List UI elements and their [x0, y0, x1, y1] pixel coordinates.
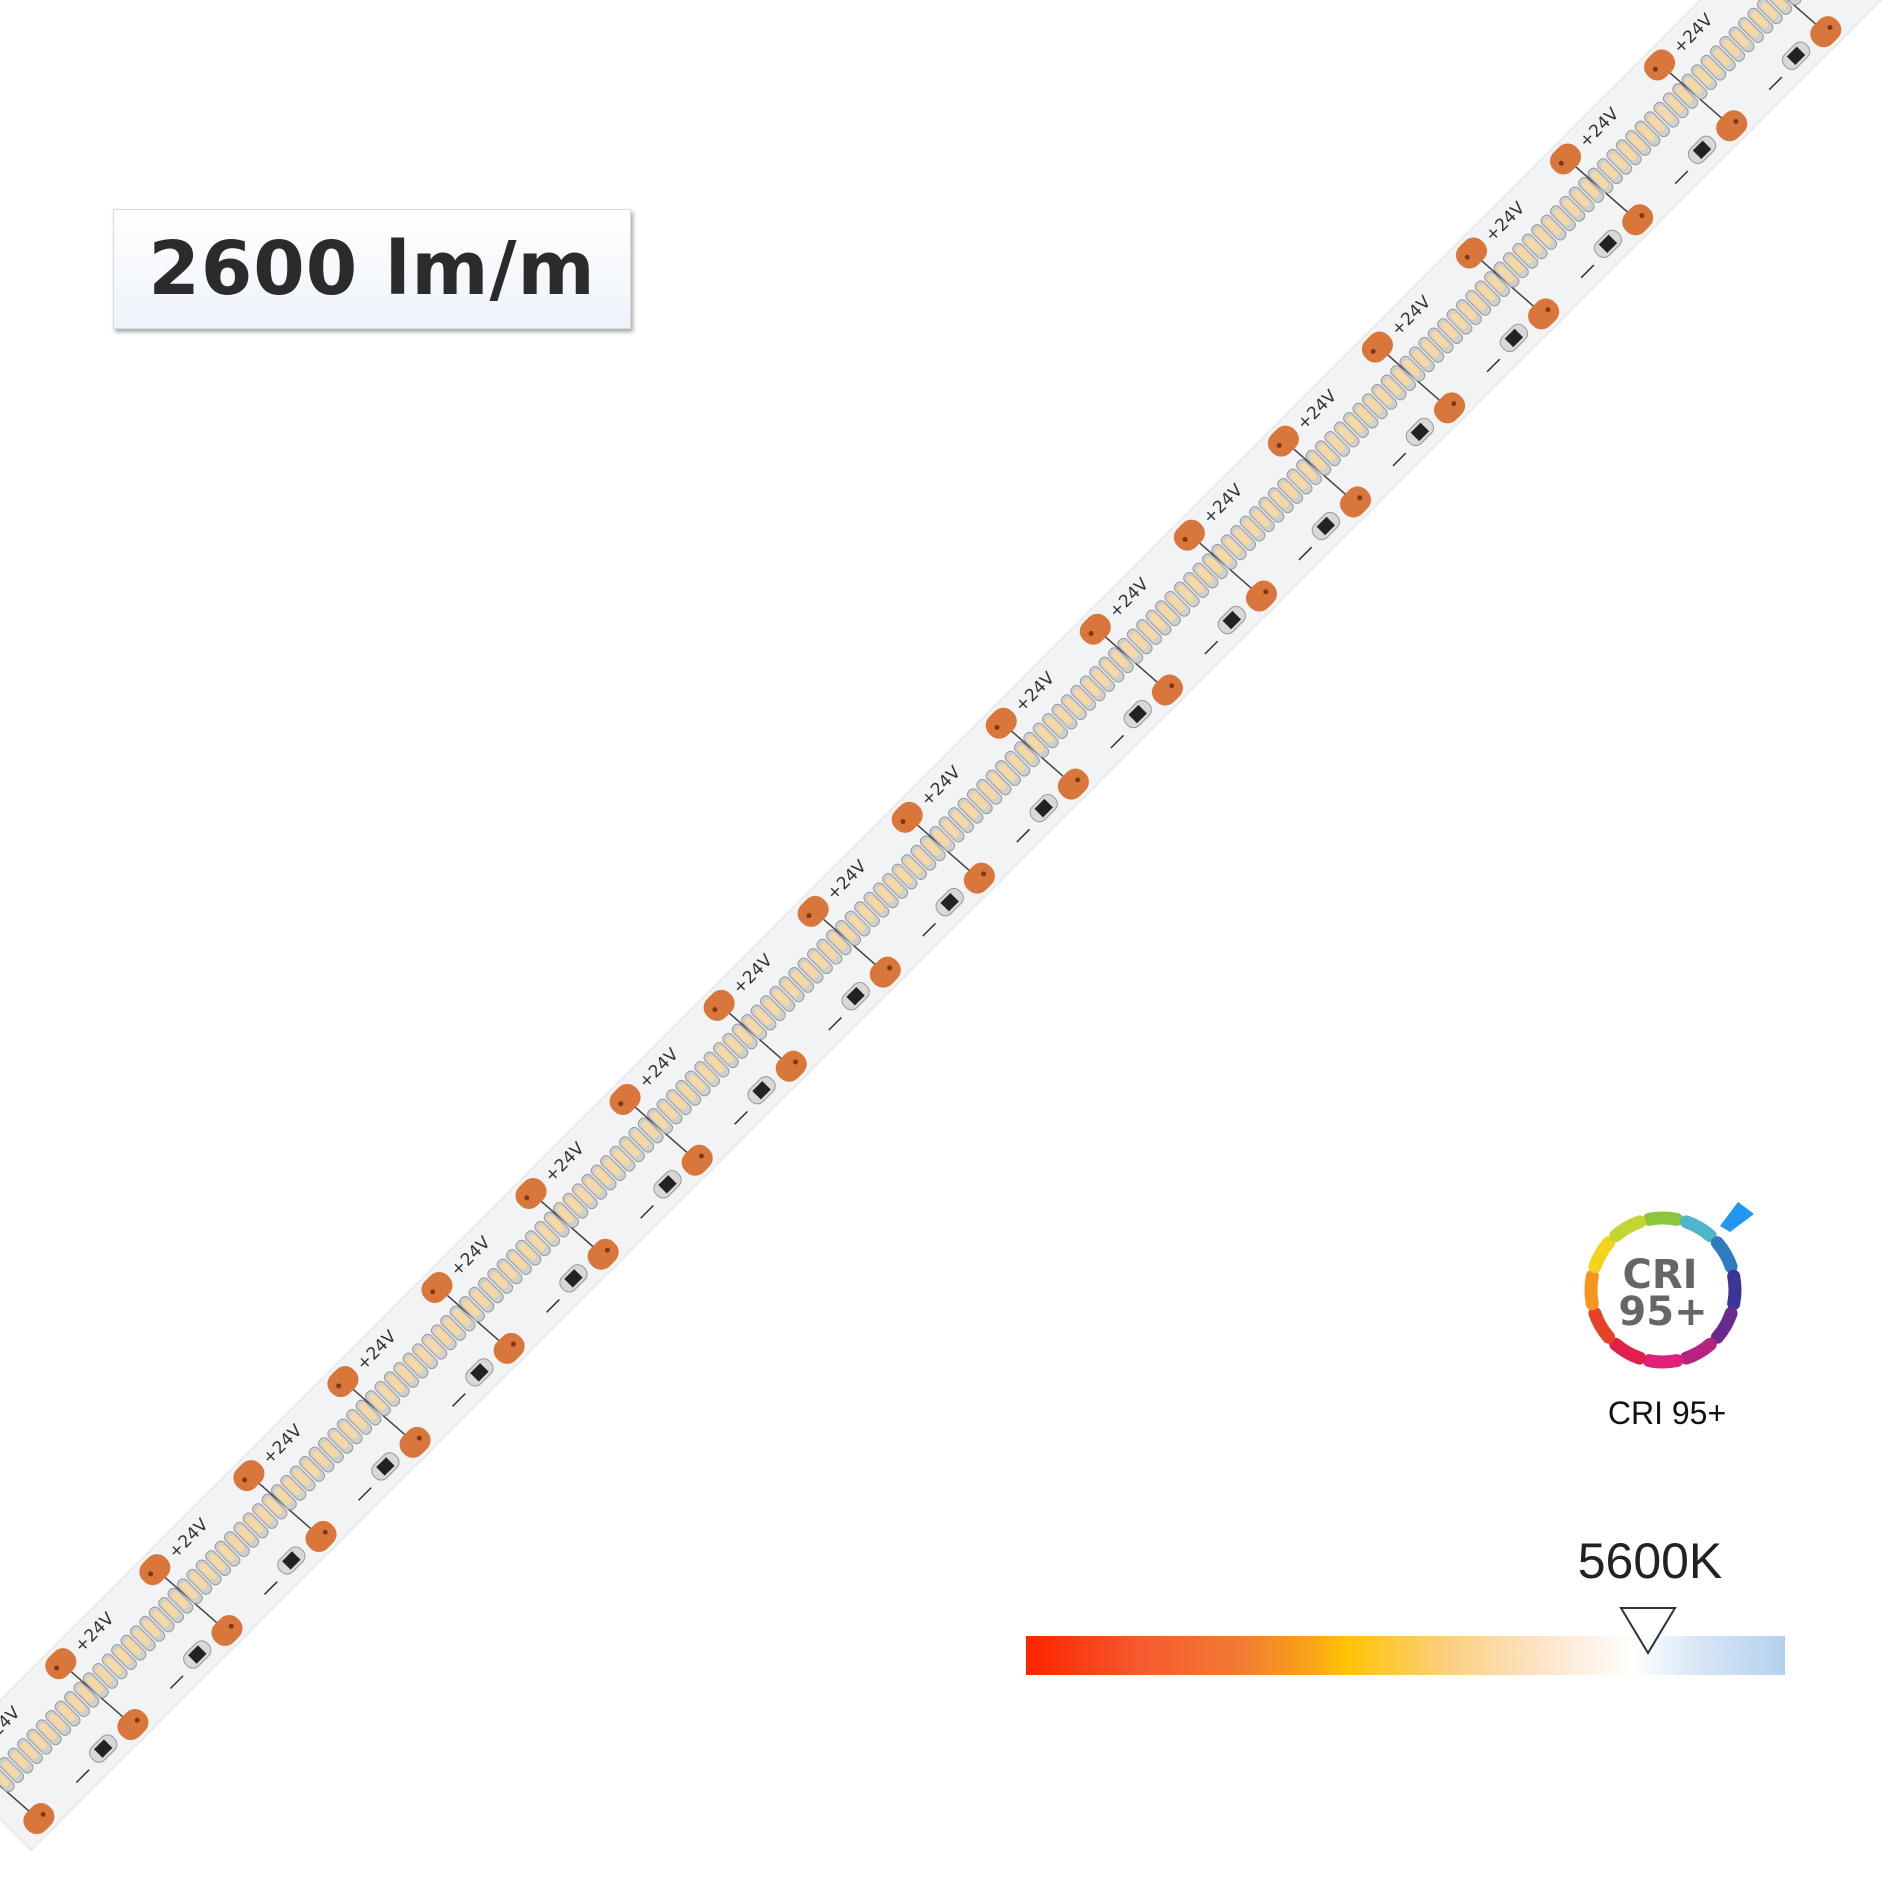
cri-ring-segment [1588, 1236, 1616, 1274]
cri-ring-segment [1679, 1337, 1717, 1365]
minus-marking [640, 1204, 654, 1219]
cri-ring-segment [1588, 1306, 1616, 1344]
solder-pad [139, 1554, 171, 1586]
strip-segment: +24V [1743, 0, 1842, 48]
solder-pad [515, 1177, 547, 1210]
solder-pad [1622, 204, 1654, 236]
solder-pad [493, 1332, 525, 1364]
cri-ring-segment [1609, 1337, 1647, 1365]
color-temperature-label: 5600K [1577, 1533, 1723, 1589]
solder-pad [1549, 143, 1582, 175]
minus-marking [734, 1110, 748, 1125]
solder-pad [1057, 768, 1089, 800]
led-chip [1775, 0, 1802, 6]
cri-ring-segment [1679, 1215, 1717, 1243]
minus-marking [1016, 828, 1031, 843]
cri-icon-text-1: CRI [1622, 1252, 1697, 1298]
solder-pad [1361, 331, 1393, 363]
solder-pad [609, 1083, 641, 1115]
solder-pad [1644, 49, 1676, 81]
solder-pad [1267, 425, 1299, 457]
cri-icon-text-2: 95+ [1618, 1289, 1707, 1335]
minus-marking [1580, 264, 1595, 279]
cri-ring-segment [1609, 1215, 1647, 1243]
cri-ring-segment [1642, 1211, 1684, 1226]
minus-marking [75, 1769, 90, 1784]
solder-pad [305, 1520, 337, 1552]
solder-pad [327, 1366, 359, 1398]
color-temperature-scale [1026, 1636, 1785, 1675]
cri-ring-segment [1727, 1269, 1742, 1311]
solder-pad [233, 1460, 265, 1492]
minus-marking [1392, 452, 1407, 467]
solder-pad [421, 1272, 453, 1304]
strip-segment: +24V [0, 1681, 118, 1835]
solder-pad [1173, 519, 1205, 551]
solder-pad [1810, 16, 1842, 48]
solder-pad [775, 1050, 807, 1082]
solder-pad [963, 862, 995, 894]
solder-pad [45, 1648, 77, 1680]
minus-marking [922, 922, 937, 937]
solder-pad [891, 801, 923, 833]
solder-pad [1716, 110, 1748, 142]
solder-pad [1151, 674, 1183, 706]
cri-ring-segment [1710, 1306, 1738, 1344]
minus-marking [357, 1487, 372, 1501]
lumen-value: 2600 lm/m [148, 226, 596, 312]
minus-marking [1486, 358, 1501, 373]
solder-pad [681, 1144, 713, 1176]
minus-marking [452, 1393, 466, 1407]
cri-ring-segment [1642, 1354, 1684, 1369]
strip-segment: +24V [1549, 82, 1717, 236]
minus-marking [169, 1675, 184, 1689]
minus-marking [263, 1581, 278, 1595]
solder-pad [23, 1803, 55, 1835]
solder-pad [211, 1614, 243, 1647]
cri-caption: CRI 95+ [1607, 1395, 1727, 1431]
solder-pad [117, 1708, 149, 1741]
solder-pad [1339, 486, 1372, 518]
solder-pad [797, 895, 829, 927]
solder-pad [399, 1426, 431, 1458]
cri-ring-segment [1710, 1236, 1738, 1274]
solder-pad [1079, 613, 1111, 645]
minus-marking [1110, 734, 1125, 749]
cri-pointer-icon [1720, 1202, 1754, 1232]
solder-pad [1245, 580, 1278, 612]
minus-marking [1768, 76, 1783, 91]
minus-marking [828, 1016, 842, 1031]
cri-icon: CRI 95+ [1584, 1202, 1754, 1369]
solder-pad [1434, 392, 1466, 424]
minus-marking [546, 1299, 560, 1313]
strip-segment: +24V [45, 1587, 212, 1741]
lumen-badge: 2600 lm/m [113, 209, 631, 329]
triangle-marker-icon [1619, 1607, 1677, 1655]
minus-marking [1204, 640, 1219, 655]
cri-ring-segment [1584, 1269, 1599, 1311]
strip-segment: +24V [703, 929, 870, 1082]
solder-pad [1455, 237, 1488, 269]
minus-marking [1298, 546, 1313, 561]
solder-pad [587, 1238, 619, 1270]
solder-pad [985, 707, 1017, 739]
minus-marking [1674, 170, 1689, 185]
solder-pad [1528, 298, 1560, 330]
solder-pad [703, 989, 735, 1021]
solder-pad [869, 956, 901, 988]
